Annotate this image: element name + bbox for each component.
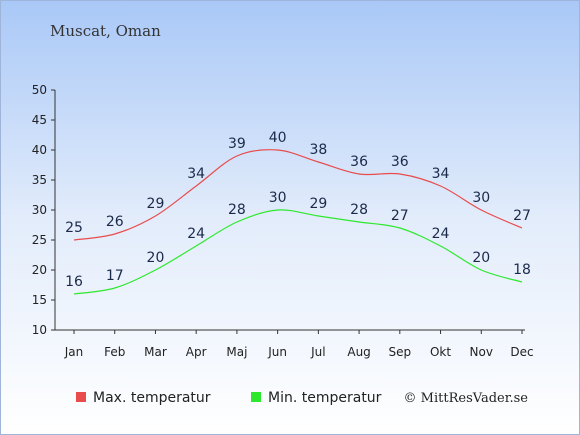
data-label-max: 34	[432, 166, 450, 182]
x-tick-label: Aug	[347, 345, 370, 359]
data-labels: 25 26 29 34 39 40 38 36 36 34 30 27 16 17 20 24 28 30 29 28…	[65, 130, 531, 290]
data-label-min: 28	[228, 202, 246, 218]
y-tick-label: 10	[32, 323, 47, 337]
data-label-max: 38	[309, 142, 327, 158]
x-tick-label: Nov	[470, 345, 493, 359]
x-tick-label: Apr	[186, 345, 207, 359]
chart-title: Muscat, Oman	[50, 22, 161, 40]
axes: 10 15 20 25 30 35 40 45 50 Jan Feb Mar Apr Maj Jun Jul A…	[32, 83, 534, 359]
credit-text: © MittResVader.se	[404, 391, 529, 406]
data-label-max: 36	[350, 154, 368, 170]
legend-swatch-min	[251, 392, 261, 402]
data-label-min: 18	[513, 262, 531, 278]
y-tick-label: 35	[32, 173, 47, 187]
data-label-min: 27	[391, 208, 409, 224]
data-label-min: 24	[187, 226, 205, 242]
legend-label-min: Min. temperatur	[268, 390, 382, 406]
data-label-max: 39	[228, 136, 246, 152]
x-tick-label: Okt	[430, 345, 451, 359]
data-label-max: 34	[187, 166, 205, 182]
series-layer	[73, 149, 523, 295]
data-label-min: 16	[65, 274, 83, 290]
series-line-min	[73, 209, 523, 295]
y-tick-label: 30	[32, 203, 47, 217]
data-label-min: 17	[106, 268, 124, 284]
data-label-max: 30	[472, 190, 490, 206]
y-tick-label: 20	[32, 263, 47, 277]
y-tick-label: 15	[32, 293, 47, 307]
data-label-max: 29	[147, 196, 165, 212]
legend-label-max: Max. temperatur	[93, 390, 211, 406]
data-label-max: 40	[269, 130, 287, 146]
legend-swatch-max	[76, 392, 86, 402]
y-tick-label: 40	[32, 143, 47, 157]
x-tick-label: Jan	[64, 345, 84, 359]
x-tick-label: Maj	[226, 345, 247, 359]
data-label-max: 25	[65, 220, 83, 236]
data-label-min: 20	[147, 250, 165, 266]
x-tick-label: Feb	[104, 345, 125, 359]
x-tick-label: Dec	[510, 345, 533, 359]
series-line-max	[73, 149, 523, 241]
y-tick-label: 45	[32, 113, 47, 127]
data-label-min: 29	[309, 196, 327, 212]
x-tick-label: Jul	[310, 345, 325, 359]
x-tick-label: Sep	[389, 345, 412, 359]
data-label-max: 36	[391, 154, 409, 170]
data-label-min: 30	[269, 190, 287, 206]
data-label-min: 24	[432, 226, 450, 242]
data-label-max: 26	[106, 214, 124, 230]
x-tick-label: Mar	[144, 345, 167, 359]
legend: Max. temperatur Min. temperatur	[76, 390, 382, 406]
x-tick-label: Jun	[267, 345, 287, 359]
y-tick-label: 25	[32, 233, 47, 247]
data-label-min: 28	[350, 202, 368, 218]
data-label-min: 20	[472, 250, 490, 266]
y-tick-label: 50	[32, 83, 47, 97]
data-label-max: 27	[513, 208, 531, 224]
